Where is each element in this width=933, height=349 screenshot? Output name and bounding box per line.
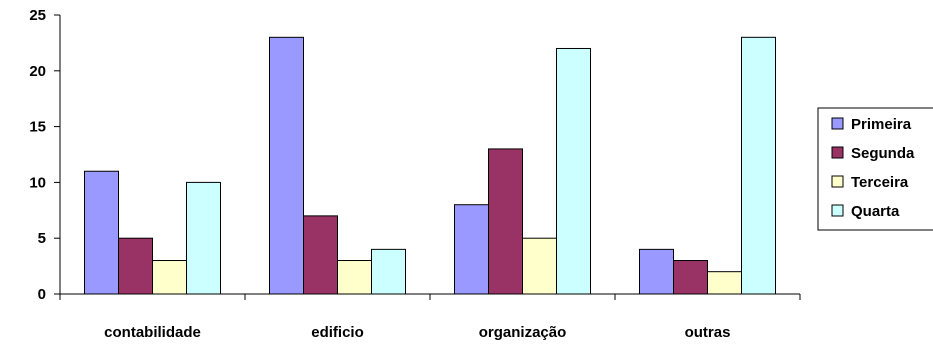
plot-area (84, 36, 776, 295)
bar-primeira-1 (269, 36, 304, 295)
bar-segunda-1 (303, 215, 338, 295)
bar-segunda-0 (118, 237, 153, 295)
legend-swatch-segunda (831, 146, 844, 159)
y-tick-label: 10 (29, 174, 46, 191)
category-label: contabilidade (104, 324, 201, 341)
legend-swatch-terceira (831, 175, 844, 188)
y-tick-label: 15 (29, 119, 46, 136)
legend-swatch-primeira (831, 117, 844, 130)
y-tick-label: 5 (38, 230, 46, 247)
legend-label-segunda: Segunda (851, 145, 915, 162)
bar-terceira-0 (152, 260, 187, 295)
y-tick-label: 0 (38, 286, 46, 303)
x-axis: contabilidade edificio organização outras (59, 293, 801, 341)
y-tick-label: 20 (29, 63, 46, 80)
bar-quarta-1 (371, 248, 406, 295)
category-label: organização (479, 324, 567, 341)
bar-segunda-2 (488, 148, 523, 295)
bar-terceira-2 (522, 237, 557, 295)
category-label: edificio (311, 324, 364, 341)
bar-primeira-3 (639, 248, 674, 295)
bar-quarta-0 (186, 181, 221, 295)
bar-segunda-3 (673, 260, 708, 295)
y-tick-label: 25 (29, 7, 46, 24)
legend: Primeira Segunda Terceira Quarta (817, 107, 933, 231)
bar-terceira-1 (337, 260, 372, 295)
legend-label-primeira: Primeira (851, 116, 912, 133)
y-axis: 0 5 10 15 20 25 (29, 7, 61, 303)
category-label: outras (685, 324, 731, 341)
legend-label-quarta: Quarta (851, 203, 900, 220)
bar-primeira-2 (454, 204, 489, 295)
bar-primeira-0 (84, 170, 119, 295)
bar-quarta-2 (556, 47, 591, 295)
legend-swatch-quarta (831, 204, 844, 217)
legend-label-terceira: Terceira (851, 174, 909, 191)
bar-terceira-3 (707, 271, 742, 295)
bar-quarta-3 (741, 36, 776, 295)
